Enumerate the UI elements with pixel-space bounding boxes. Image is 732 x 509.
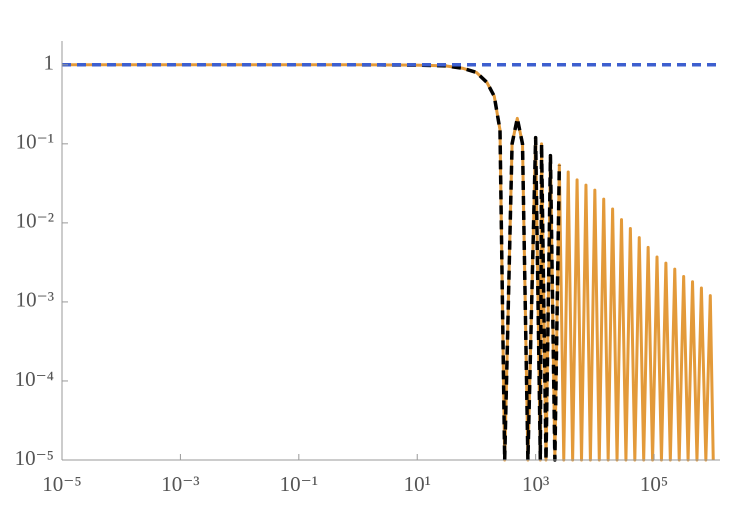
x-tick-label: 10⁻⁵ <box>42 472 81 496</box>
series-line <box>62 63 715 462</box>
series-line <box>62 63 562 462</box>
x-tick-label: 10⁻¹ <box>280 472 318 496</box>
y-tick-label: 10⁻² <box>16 209 54 233</box>
y-tick-label: 10⁻⁴ <box>15 367 54 391</box>
y-tick-label: 10⁻³ <box>16 288 54 312</box>
y-tick-label: 10⁻⁵ <box>15 446 54 470</box>
y-tick-label: 10⁻¹ <box>16 130 54 154</box>
x-tick-label: 10³ <box>522 472 549 496</box>
x-tick-label: 10⁵ <box>640 472 668 496</box>
y-tick-label: 1 <box>44 51 55 75</box>
x-tick-label: 10⁻³ <box>161 472 199 496</box>
x-tick-label: 10¹ <box>404 472 431 496</box>
